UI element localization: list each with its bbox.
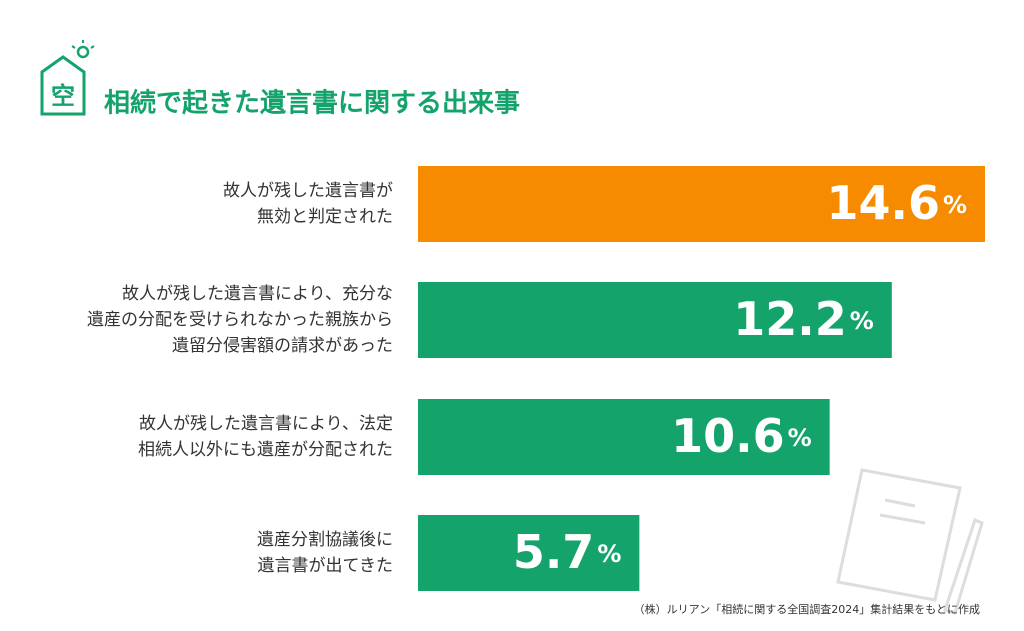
bar xyxy=(418,282,892,358)
category-label: 遺産の分配を受けられなかった親族から xyxy=(87,310,393,330)
bar xyxy=(418,166,985,242)
category-label: 故人が残した遺言書により、法定 xyxy=(139,414,393,434)
bar xyxy=(418,515,640,591)
category-label: 遺産分割協議後に xyxy=(257,530,393,550)
category-label: 故人が残した遺言書が xyxy=(223,181,393,201)
chart-title: 相続で起きた遺言書に関する出来事 xyxy=(104,88,520,119)
logo-icon xyxy=(40,40,95,116)
category-label: 遺言書が出てきた xyxy=(258,556,394,576)
value-label: 5.7% xyxy=(513,525,622,579)
source-note: （株）ルリアン「相続に関する全国調査2024」集計結果をもとに作成 xyxy=(634,602,980,616)
value-label: 12.2% xyxy=(733,292,874,346)
category-label: 相続人以外にも遺産が分配された xyxy=(138,440,393,460)
bar xyxy=(418,399,830,475)
note-illustration xyxy=(836,468,984,615)
value-label: 10.6% xyxy=(671,409,812,463)
category-label: 無効と判定された xyxy=(257,207,393,227)
logo-text: 空 xyxy=(51,82,75,110)
category-label: 故人が残した遺言書により、充分な xyxy=(122,284,393,304)
category-label: 遺留分侵害額の請求があった xyxy=(172,336,393,356)
value-label: 14.6% xyxy=(826,176,967,230)
